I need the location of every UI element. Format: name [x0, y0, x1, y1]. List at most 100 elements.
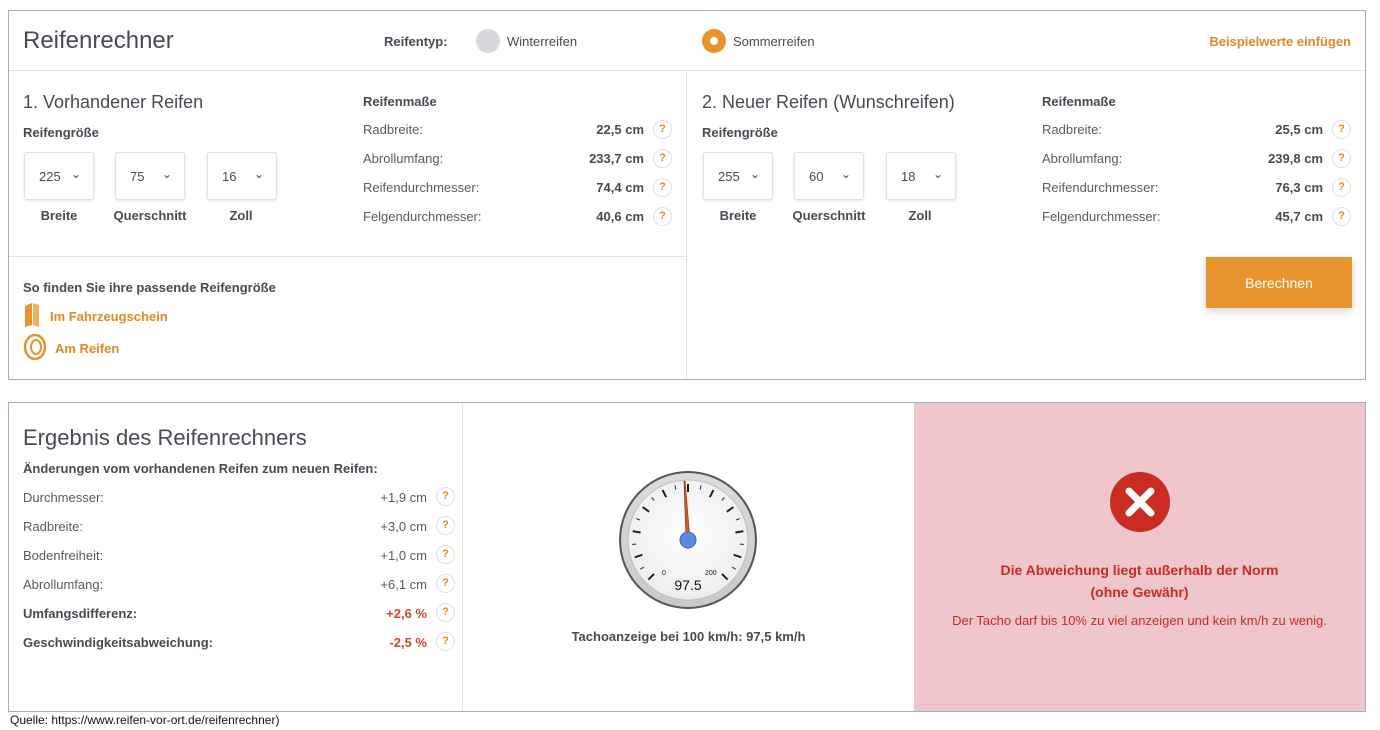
- calculator-header: Reifenrechner Reifentyp: Winterreifen So…: [9, 11, 1365, 71]
- chevron-down-icon: ⌄: [70, 167, 81, 181]
- result-label: Bodenfreiheit:: [23, 548, 104, 563]
- help-icon[interactable]: ?: [436, 574, 455, 593]
- new-rim-select[interactable]: 18 ⌄: [886, 152, 956, 200]
- on-tire-link[interactable]: Am Reifen: [55, 341, 120, 356]
- measure-row: Abrollumfang: 233,7 cm ?: [363, 149, 672, 169]
- result-label: Geschwindigkeitsabweichung:: [23, 635, 213, 650]
- help-icon[interactable]: ?: [436, 632, 455, 651]
- result-row: Bodenfreiheit: +1,0 cm ?: [23, 545, 455, 565]
- rim-caption: Zoll: [908, 208, 932, 223]
- error-title-line: (ohne Gewähr): [1090, 584, 1189, 600]
- new-size-label: Reifengröße: [702, 125, 778, 140]
- chevron-down-icon: ⌄: [932, 167, 943, 181]
- tire-calculator-panel: Reifenrechner Reifentyp: Winterreifen So…: [8, 10, 1366, 380]
- measure-label: Abrollumfang:: [1042, 151, 1123, 166]
- help-icon[interactable]: ?: [653, 149, 672, 168]
- gauge-tick: [661, 489, 668, 498]
- existing-measures-title: Reifenmaße: [363, 94, 437, 109]
- gauge-max-label: 200: [705, 570, 717, 577]
- summer-tire-radio[interactable]: [702, 29, 726, 53]
- result-row: Umfangsdifferenz: +2,6 % ?: [23, 603, 455, 623]
- ratio-caption: Querschnitt: [113, 208, 187, 223]
- existing-tire-title: 1. Vorhandener Reifen: [23, 92, 204, 112]
- new-tire-title: 2. Neuer Reifen (Wunschreifen): [702, 92, 955, 112]
- gauge-tick: [721, 497, 725, 501]
- existing-rim-value: 16: [222, 169, 237, 184]
- measure-row: Radbreite: 25,5 cm ?: [1042, 120, 1351, 140]
- tacho-caption: Tachoanzeige bei 100 km/h: 97,5 km/h: [571, 629, 806, 644]
- help-icon[interactable]: ?: [436, 545, 455, 564]
- measure-row: Reifendurchmesser: 76,3 cm ?: [1042, 178, 1351, 198]
- measure-value: 25,5 cm: [1275, 122, 1323, 137]
- result-row: Radbreite: +3,0 cm ?: [23, 516, 455, 536]
- help-icon[interactable]: ?: [1332, 120, 1351, 139]
- calculate-button[interactable]: Berechnen: [1206, 257, 1352, 308]
- result-row: Geschwindigkeitsabweichung: -2,5 % ?: [23, 632, 455, 652]
- measure-label: Radbreite:: [363, 122, 423, 137]
- rim-caption: Zoll: [229, 208, 253, 223]
- help-icon[interactable]: ?: [1332, 149, 1351, 168]
- page-title: Reifenrechner: [23, 27, 174, 54]
- tire-type-label: Reifentyp:: [384, 34, 448, 49]
- error-title: Die Abweichung liegt außerhalb der Norm …: [914, 559, 1365, 603]
- gauge-tick: [708, 489, 715, 498]
- gauge-hub: [679, 531, 697, 549]
- winter-tire-label[interactable]: Winterreifen: [507, 34, 578, 49]
- existing-rim-select[interactable]: 16 ⌄: [207, 152, 277, 200]
- gauge-tick: [733, 553, 742, 559]
- result-label: Durchmesser:: [23, 490, 104, 505]
- new-ratio-value: 60: [809, 169, 824, 184]
- help-icon[interactable]: ?: [436, 487, 455, 506]
- result-value: +1,0 cm: [380, 548, 427, 563]
- result-row: Durchmesser: +1,9 cm ?: [23, 487, 455, 507]
- insert-example-values-link[interactable]: Beispielwerte einfügen: [1209, 34, 1351, 49]
- measure-value: 45,7 cm: [1275, 209, 1323, 224]
- error-description: Der Tacho darf bis 10% zu viel anzeigen …: [952, 613, 1327, 628]
- measure-label: Reifendurchmesser:: [363, 180, 480, 195]
- new-width-select[interactable]: 255 ⌄: [703, 152, 773, 200]
- help-icon[interactable]: ?: [653, 207, 672, 226]
- result-subtitle: Änderungen vom vorhandenen Reifen zum ne…: [23, 461, 378, 476]
- measure-value: 76,3 cm: [1275, 180, 1323, 195]
- help-icon[interactable]: ?: [653, 120, 672, 139]
- help-icon[interactable]: ?: [1332, 178, 1351, 197]
- existing-ratio-select[interactable]: 75 ⌄: [115, 152, 185, 200]
- measure-label: Reifendurchmesser:: [1042, 180, 1159, 195]
- gauge-tick: [699, 485, 702, 490]
- help-icon[interactable]: ?: [436, 516, 455, 535]
- measure-value: 74,4 cm: [596, 180, 644, 195]
- existing-width-value: 225: [39, 169, 61, 184]
- result-value: +3,0 cm: [380, 519, 427, 534]
- new-ratio-select[interactable]: 60 ⌄: [794, 152, 864, 200]
- measure-row: Reifendurchmesser: 74,4 cm ?: [363, 178, 672, 198]
- result-row: Abrollumfang: +6,1 cm ?: [23, 574, 455, 594]
- ratio-caption: Querschnitt: [792, 208, 866, 223]
- result-value: +6,1 cm: [380, 577, 427, 592]
- gauge-tick: [639, 566, 644, 570]
- help-icon[interactable]: ?: [653, 178, 672, 197]
- gauge-reading: 97.5: [674, 577, 701, 593]
- summer-tire-label[interactable]: Sommerreifen: [733, 34, 815, 49]
- measure-value: 239,8 cm: [1268, 151, 1323, 166]
- gauge-tick: [735, 530, 744, 534]
- measure-label: Abrollumfang:: [363, 151, 444, 166]
- gauge-tick: [732, 566, 737, 570]
- column-divider: [686, 71, 687, 379]
- measure-value: 22,5 cm: [596, 122, 644, 137]
- help-icon[interactable]: ?: [436, 603, 455, 622]
- gauge-min-label: 0: [662, 570, 666, 577]
- existing-width-select[interactable]: 225 ⌄: [24, 152, 94, 200]
- gauge-ticks: [632, 484, 744, 581]
- new-measures-title: Reifenmaße: [1042, 94, 1116, 109]
- result-panel: Ergebnis des Reifenrechners Änderungen v…: [8, 402, 1366, 712]
- chevron-down-icon: ⌄: [840, 167, 851, 181]
- gauge-tick: [634, 553, 643, 559]
- find-size-title: So finden Sie ihre passende Reifengröße: [23, 280, 276, 295]
- winter-tire-radio[interactable]: [476, 29, 500, 53]
- measure-label: Felgendurchmesser:: [363, 209, 482, 224]
- gauge-tick: [636, 518, 641, 521]
- new-width-value: 255: [718, 169, 740, 184]
- result-label: Umfangsdifferenz:: [23, 606, 138, 621]
- help-icon[interactable]: ?: [1332, 207, 1351, 226]
- registration-document-link[interactable]: Im Fahrzeugschein: [50, 309, 168, 324]
